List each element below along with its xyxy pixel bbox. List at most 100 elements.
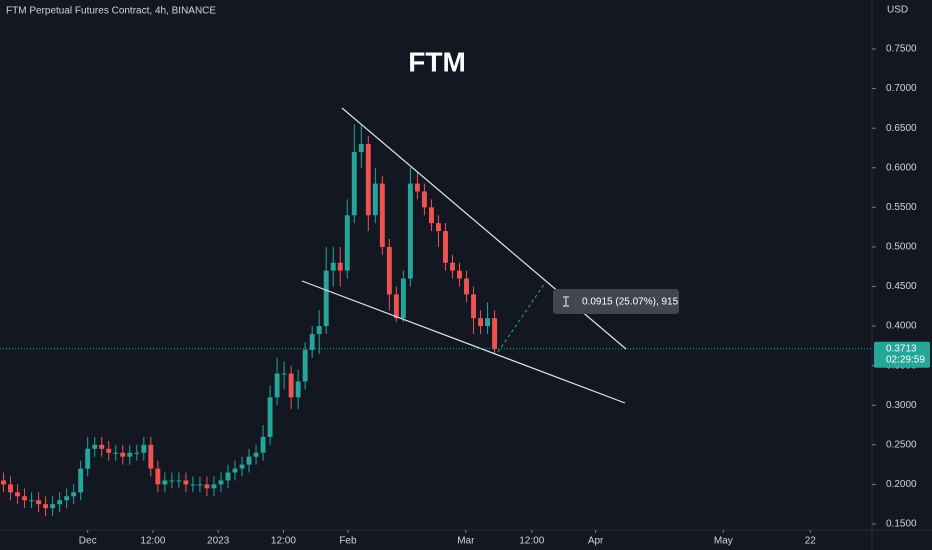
candle-body xyxy=(421,191,427,208)
y-tick-label: 0.6500 xyxy=(886,123,917,134)
x-tick-label: Dec xyxy=(79,536,97,547)
candle-body xyxy=(372,183,378,216)
candle-body xyxy=(57,500,63,505)
plot-area xyxy=(1,124,498,517)
candle-body xyxy=(183,480,189,485)
candle-body xyxy=(197,484,203,486)
candle-body xyxy=(471,294,476,319)
x-tick-label: May xyxy=(714,536,733,547)
candle-body xyxy=(274,373,280,398)
candle-body xyxy=(120,452,126,457)
y-tick-label: 0.5000 xyxy=(886,242,917,253)
candle-body xyxy=(295,381,301,398)
y-tick-label: 0.4500 xyxy=(886,281,917,292)
candle-body xyxy=(443,231,448,263)
candle-body xyxy=(358,143,364,152)
y-tick-label: 0.4000 xyxy=(886,321,917,332)
candle-body xyxy=(246,456,252,465)
candle-body xyxy=(323,270,329,327)
y-tick-label: 0.1500 xyxy=(886,519,917,530)
measure-box xyxy=(553,289,679,314)
candle-body xyxy=(457,270,462,279)
candle-body xyxy=(337,262,343,271)
x-tick-label: Feb xyxy=(339,536,357,547)
x-tick-label: 12:00 xyxy=(519,536,544,547)
candle-body xyxy=(239,464,245,469)
candle-body xyxy=(253,452,259,457)
candle-body xyxy=(492,318,498,349)
candle-body xyxy=(485,318,491,327)
candle-body xyxy=(379,183,385,247)
x-tick-label: Apr xyxy=(588,536,604,547)
y-tick-label: 0.6000 xyxy=(886,162,917,173)
candle-body xyxy=(316,326,322,334)
candle-body xyxy=(155,468,161,485)
candle-body xyxy=(218,480,224,485)
candle-body xyxy=(267,397,273,437)
measure-label: 0.0915 (25.07%), 915 xyxy=(582,297,679,308)
candle-body xyxy=(8,484,13,493)
y-tick-label: 0.7500 xyxy=(886,44,917,55)
measure-icon xyxy=(563,296,569,307)
candle-body xyxy=(478,318,484,327)
last-price-label: 0.3713 xyxy=(886,343,917,354)
candle-body xyxy=(414,183,420,192)
candle-body xyxy=(428,207,434,224)
candle-body xyxy=(29,500,35,502)
candle-body xyxy=(134,452,140,454)
candle-body xyxy=(78,468,84,493)
candle-body xyxy=(344,215,350,271)
x-tick-label: 12:00 xyxy=(271,536,296,547)
candle-body xyxy=(92,444,98,449)
candle-body xyxy=(365,143,371,216)
chart-title: FTM Perpetual Futures Contract, 4h, BINA… xyxy=(6,6,216,17)
candle-body xyxy=(190,484,196,486)
candle-body xyxy=(393,294,399,319)
candle-body xyxy=(64,496,70,501)
y-tick-label: 0.5500 xyxy=(886,202,917,213)
candle-body xyxy=(302,349,308,382)
candle-body xyxy=(407,183,413,279)
candle-body xyxy=(464,278,469,295)
candle-body xyxy=(436,223,441,232)
candle-body xyxy=(113,452,119,454)
candle-body xyxy=(15,492,20,497)
candle-body xyxy=(106,448,112,453)
candle-body xyxy=(148,444,154,469)
candle-body xyxy=(99,444,105,449)
y-tick-label: 0.7000 xyxy=(886,83,917,94)
candle-body xyxy=(176,480,182,482)
candle-body xyxy=(225,472,231,481)
x-tick-label: 22 xyxy=(805,536,817,547)
candle-body xyxy=(288,373,294,398)
candle-body xyxy=(386,246,392,295)
annotation: FTM xyxy=(408,46,466,77)
candle-body xyxy=(43,504,49,509)
x-tick-label: 2023 xyxy=(207,536,230,547)
candle-body xyxy=(211,484,217,489)
candle-body xyxy=(169,480,175,482)
candle-body xyxy=(162,480,168,485)
candle-body xyxy=(71,492,77,497)
axis-unit: USD xyxy=(887,5,908,16)
candle-body xyxy=(351,151,357,216)
y-tick-label: 0.3000 xyxy=(886,400,917,411)
candle-body xyxy=(141,444,147,453)
trend-line xyxy=(301,280,626,404)
x-tick-label: 12:00 xyxy=(140,536,165,547)
candle-body xyxy=(400,278,406,319)
candle-body xyxy=(204,484,210,489)
candle-body xyxy=(22,496,28,501)
y-tick-label: 0.2000 xyxy=(886,479,917,490)
last-price-box xyxy=(874,341,930,368)
countdown: 02:29:59 xyxy=(886,354,925,365)
candle-body xyxy=(450,262,455,271)
candle-body xyxy=(85,448,91,469)
candle-body xyxy=(232,468,238,473)
x-tick-label: Mar xyxy=(457,536,475,547)
candle-body xyxy=(330,262,336,271)
candle-body xyxy=(50,504,56,509)
candle-body xyxy=(36,500,42,505)
